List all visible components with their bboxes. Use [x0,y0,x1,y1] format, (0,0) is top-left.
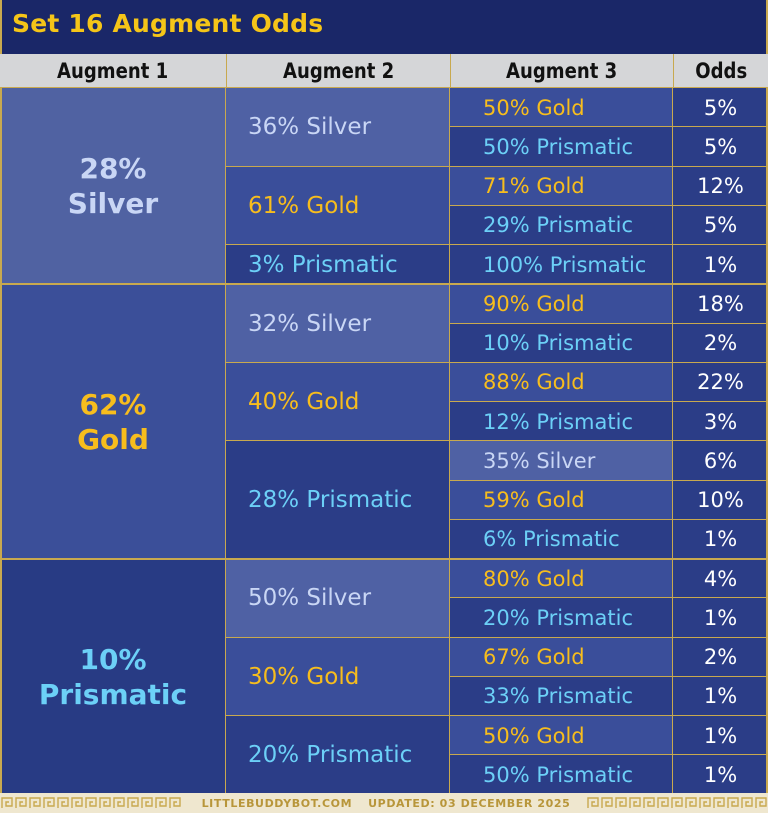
augment3-cell: 33% Prismatic [450,676,673,716]
augment3-cell: 59% Gold [450,480,673,520]
odds-cell: 1% [673,716,768,756]
row-divider [226,244,768,245]
row-divider [450,597,768,599]
row-divider [226,636,768,638]
augment3-cell: 10% Prismatic [450,323,673,363]
outer-border-left [0,88,2,795]
row-divider [450,322,768,324]
augment2-cell: 61% Gold [226,166,450,245]
header-divider [0,87,768,88]
odds-cell: 1% [673,676,768,716]
footer-updated: UPDATED: 03 DECEMBER 2025 [368,796,571,810]
row-divider [450,401,768,402]
row-divider [450,518,768,520]
augment1-cell: 28% Silver [0,88,226,285]
odds-cell: 2% [673,323,768,363]
meander-pattern-right [587,797,767,808]
augment2-cell: 3% Prismatic [226,245,450,285]
row-divider [450,754,768,756]
augment1-pct: 28% [79,152,147,186]
footer: LITTLEBUDDYBOT.COM UPDATED: 03 DECEMBER … [0,793,768,813]
odds-cell: 2% [673,637,768,677]
footer-site: LITTLEBUDDYBOT.COM [201,796,353,810]
augment2-cell: 40% Gold [226,362,450,442]
column-divider [672,88,673,795]
header-augment-1: Augment 1 [0,54,226,88]
row-divider [226,361,768,363]
column-divider [225,88,226,795]
page-title: Set 16 Augment Odds [12,9,324,38]
augment1-pct: 10% [79,642,147,676]
odds-cell: 18% [673,284,768,324]
augment2-cell: 28% Prismatic [226,441,450,559]
augment3-cell: 100% Prismatic [450,245,673,285]
augment1-name: Gold [77,422,149,456]
odds-cell: 3% [673,402,768,442]
augment3-cell: 80% Gold [450,559,673,599]
row-divider [450,479,768,481]
augment2-cell: 50% Silver [226,559,450,638]
title-bar: Set 16 Augment Odds [0,0,768,54]
augment1-pct: 62% [79,387,147,421]
group-divider [0,558,768,560]
augment3-cell: 50% Prismatic [450,755,673,795]
augment3-cell: 50% Prismatic [450,127,673,167]
odds-cell: 1% [673,755,768,795]
augment2-cell: 30% Gold [226,637,450,716]
augment3-cell: 12% Prismatic [450,402,673,442]
augment1-cell: 62% Gold [0,284,226,559]
row-divider [226,440,768,442]
augment1-cell: 10% Prismatic [0,559,226,795]
odds-cell: 22% [673,362,768,402]
augment2-cell: 32% Silver [226,284,450,363]
augment3-cell: 71% Gold [450,166,673,206]
header-odds: Odds [673,54,768,88]
odds-cell: 1% [673,519,768,559]
augment3-cell: 6% Prismatic [450,519,673,559]
odds-cell: 5% [673,127,768,167]
header-augment-2: Augment 2 [226,54,450,88]
row-divider [450,675,768,677]
odds-cell: 5% [673,205,768,245]
column-divider [449,88,450,795]
augment3-cell: 50% Gold [450,716,673,756]
odds-cell: 5% [673,88,768,128]
augment3-cell: 35% Silver [450,441,673,481]
odds-cell: 1% [673,245,768,285]
odds-cell: 10% [673,480,768,520]
row-divider [450,126,768,128]
augment3-cell: 90% Gold [450,284,673,324]
odds-cell: 4% [673,559,768,599]
augment3-cell: 50% Gold [450,88,673,128]
odds-cell: 12% [673,166,768,206]
augment2-cell: 20% Prismatic [226,716,450,795]
row-divider [226,165,768,167]
augment3-cell: 88% Gold [450,362,673,402]
row-divider [226,715,768,716]
row-divider [450,204,768,206]
augment3-cell: 29% Prismatic [450,205,673,245]
meander-pattern-left [1,797,181,808]
group-divider [0,283,768,286]
augment2-cell: 36% Silver [226,88,450,167]
outer-border-right [766,88,768,795]
header-augment-3: Augment 3 [450,54,673,88]
augment3-cell: 67% Gold [450,637,673,677]
odds-cell: 6% [673,441,768,481]
odds-cell: 1% [673,598,768,638]
augment1-name: Silver [67,187,159,221]
augment3-cell: 20% Prismatic [450,598,673,638]
augment1-name: Prismatic [38,677,188,711]
